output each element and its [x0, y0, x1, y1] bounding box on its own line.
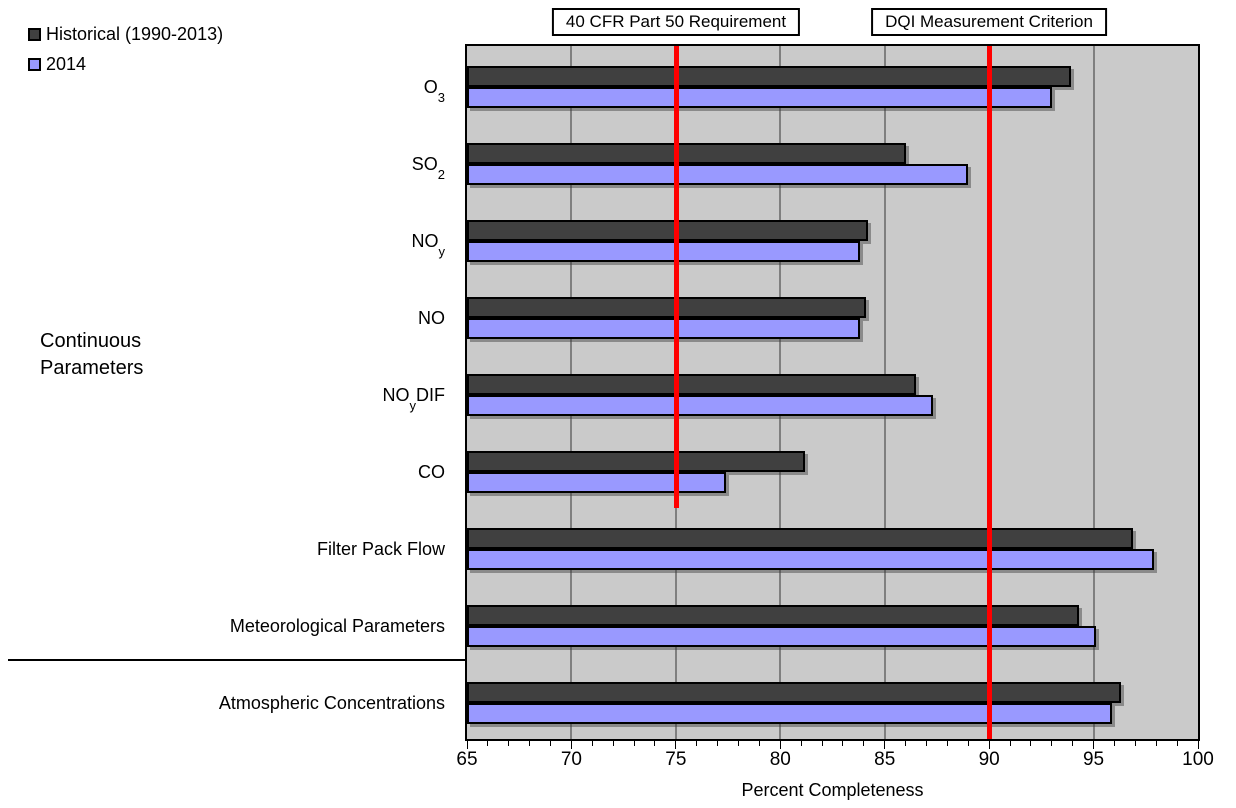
axis-tick	[1176, 741, 1178, 746]
category-label: Atmospheric Concentrations	[218, 692, 445, 713]
bar-2014	[467, 626, 1096, 647]
axis-tick	[905, 741, 907, 746]
category-label: Filter Pack Flow	[316, 538, 445, 559]
axis-tick	[779, 741, 781, 749]
axis-tick	[1030, 741, 1032, 746]
axis-tick-label: 70	[560, 749, 582, 770]
category-label: NO y DIF	[382, 384, 446, 413]
annotation-40cfr-requirement: 40 CFR Part 50 Requirement	[551, 8, 801, 36]
axis-tick-label: 80	[769, 749, 791, 770]
axis-tick	[884, 741, 886, 749]
legend-swatch-2014-icon	[28, 58, 41, 71]
axis-tick	[466, 741, 468, 749]
axis-tick	[738, 741, 739, 746]
axis-tick	[758, 741, 760, 746]
axis-tick-label: 95	[1082, 749, 1105, 770]
bar-2014	[467, 164, 969, 185]
axis-tick	[487, 741, 489, 746]
axis-tick	[591, 741, 593, 746]
axis-tick	[1072, 741, 1074, 746]
axis-tick	[529, 741, 531, 746]
axis-tick	[925, 741, 927, 746]
axis-tick	[821, 741, 823, 746]
axis-tick	[1093, 741, 1095, 749]
category-label: Meteorological Parameters	[229, 615, 445, 636]
axis-tick-label: 90	[978, 749, 1000, 770]
legend: Historical (1990-2013) 2014	[28, 24, 223, 84]
axis-tick	[1009, 741, 1011, 746]
axis-tick-label: 75	[665, 749, 687, 770]
x-axis-ticks	[466, 741, 1199, 751]
bar-historical	[467, 143, 906, 164]
axis-tick	[800, 741, 802, 746]
axis-tick-label: 100	[1182, 749, 1214, 770]
bar-2014	[467, 241, 860, 262]
axis-tick	[612, 741, 614, 746]
axis-tick	[675, 741, 677, 749]
bar-2014	[467, 318, 860, 339]
category-labels: O 3 SO 2 NO y NO NO y DIF CO Filter Pack Flow Meteor…	[0, 46, 455, 739]
axis-tick	[1051, 741, 1053, 746]
axis-tick	[946, 741, 948, 746]
axis-tick	[967, 741, 969, 746]
axis-tick	[842, 741, 844, 746]
bar-historical	[467, 297, 866, 318]
legend-label-historical: Historical (1990-2013)	[46, 24, 224, 44]
axis-tick	[633, 741, 635, 746]
category-label: SO 2	[411, 153, 445, 182]
axis-tick	[1155, 741, 1157, 746]
axis-tick	[1134, 741, 1136, 746]
bar-historical	[467, 220, 868, 241]
axis-tick	[508, 741, 510, 746]
axis-tick	[1113, 741, 1115, 746]
axis-tick-label: 65	[456, 749, 478, 770]
bar-historical	[467, 528, 1134, 549]
category-label: NO y	[411, 230, 446, 259]
axis-tick-label: 85	[874, 749, 896, 770]
bar-historical	[467, 66, 1071, 87]
section-separator-line	[8, 659, 465, 661]
bar-2014	[467, 472, 726, 493]
axis-tick	[988, 741, 990, 749]
annotation-dqi-criterion: DQI Measurement Criterion	[871, 8, 1107, 36]
category-label: CO	[418, 461, 445, 482]
reference-line	[673, 46, 679, 508]
axis-tick	[1197, 741, 1199, 749]
category-label: NO	[418, 307, 445, 328]
plot-area	[465, 44, 1200, 741]
reference-line	[987, 46, 993, 739]
group-label-continuous-parameters: Continuous Parameters	[40, 330, 144, 379]
legend-swatch-historical-icon	[28, 28, 41, 41]
bar-2014	[467, 703, 1113, 724]
axis-tick	[696, 741, 698, 746]
bar-historical	[467, 682, 1121, 703]
bar-historical	[467, 605, 1079, 626]
bar-2014	[467, 395, 933, 416]
bar-2014	[467, 87, 1052, 108]
axis-tick	[717, 741, 719, 746]
legend-item-2014: 2014	[28, 54, 223, 75]
axis-tick	[654, 741, 656, 746]
x-axis-tick-labels: 65 70 75 80 85 90 95 100	[456, 749, 1213, 773]
bar-historical	[467, 451, 806, 472]
legend-item-historical: Historical (1990-2013)	[28, 24, 223, 45]
legend-label-2014: 2014	[46, 54, 87, 74]
axis-tick	[570, 741, 572, 749]
bar-2014	[467, 549, 1155, 570]
axis-tick	[550, 741, 552, 746]
bar-historical	[467, 374, 917, 395]
gridline	[1092, 46, 1095, 739]
x-axis-label: Percent Completeness	[741, 780, 924, 800]
axis-tick	[863, 741, 865, 746]
